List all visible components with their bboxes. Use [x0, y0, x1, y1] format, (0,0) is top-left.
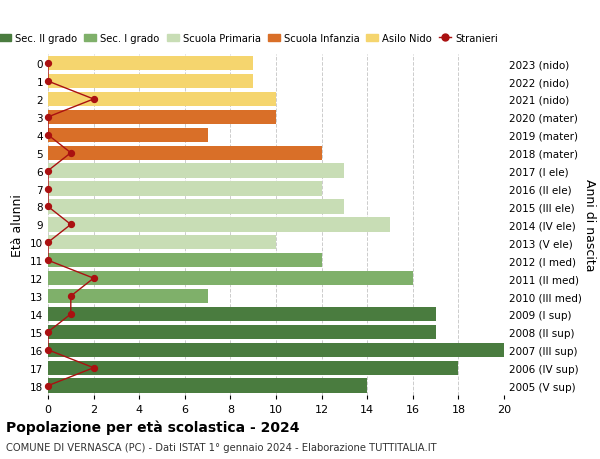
Point [66, 311, 76, 318]
Bar [48, 343, 504, 357]
Point [43, 382, 53, 390]
Text: Popolazione per età scolastica - 2024: Popolazione per età scolastica - 2024 [6, 420, 299, 435]
Bar [48, 271, 413, 285]
Bar [48, 235, 276, 250]
Bar [48, 379, 367, 393]
Point [89, 96, 98, 103]
Bar [48, 93, 276, 107]
Bar [48, 164, 344, 179]
Point [43, 132, 53, 139]
Point [43, 114, 53, 121]
Legend: Sec. II grado, Sec. I grado, Scuola Primaria, Scuola Infanzia, Asilo Nido, Stran: Sec. II grado, Sec. I grado, Scuola Prim… [0, 29, 502, 47]
Bar [48, 253, 322, 268]
Point [89, 364, 98, 372]
Bar [48, 129, 208, 143]
Point [43, 257, 53, 264]
Bar [48, 57, 253, 71]
Bar [48, 218, 390, 232]
Point [66, 293, 76, 300]
Y-axis label: Età alunni: Età alunni [11, 194, 25, 256]
Y-axis label: Anni di nascita: Anni di nascita [583, 179, 596, 271]
Bar [48, 289, 208, 303]
Bar [48, 307, 436, 321]
Bar [48, 361, 458, 375]
Point [43, 60, 53, 67]
Text: COMUNE DI VERNASCA (PC) - Dati ISTAT 1° gennaio 2024 - Elaborazione TUTTITALIA.I: COMUNE DI VERNASCA (PC) - Dati ISTAT 1° … [6, 442, 437, 452]
Point [43, 329, 53, 336]
Point [43, 239, 53, 246]
Point [66, 221, 76, 229]
Point [43, 185, 53, 193]
Bar [48, 111, 276, 125]
Bar [48, 146, 322, 161]
Bar [48, 182, 322, 196]
Bar [48, 75, 253, 89]
Bar [48, 325, 436, 339]
Point [66, 150, 76, 157]
Point [43, 203, 53, 211]
Point [89, 275, 98, 282]
Point [43, 347, 53, 354]
Point [43, 168, 53, 175]
Bar [48, 200, 344, 214]
Point [43, 78, 53, 85]
